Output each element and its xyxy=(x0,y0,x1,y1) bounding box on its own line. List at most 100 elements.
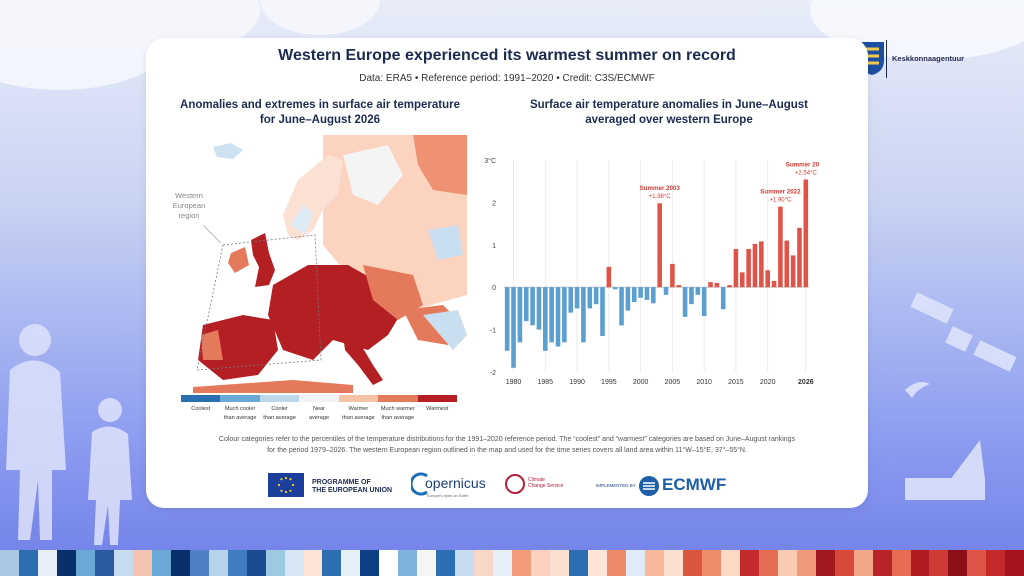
legend-label: Warmest xyxy=(418,402,457,422)
legend-label: Much cooler than average xyxy=(220,402,259,422)
chart-title-line1: Surface air temperature anomalies in Jun… xyxy=(529,99,808,111)
x-tick-label: 2020 xyxy=(760,379,776,386)
legend-label-line1: Near xyxy=(312,406,326,412)
stripe xyxy=(56,550,76,576)
stripe xyxy=(379,550,399,576)
map-region-western-europe xyxy=(268,265,403,360)
legend-label-line2: average xyxy=(308,415,330,421)
y-tick-label: -2 xyxy=(490,370,496,377)
stripe xyxy=(189,550,209,576)
stripe xyxy=(18,550,38,576)
legend-swatch xyxy=(259,395,300,402)
stripe xyxy=(474,550,494,576)
bar xyxy=(784,240,790,288)
legend-label-line1: Much warmer xyxy=(380,406,415,412)
stripe xyxy=(208,550,228,576)
bar xyxy=(581,287,586,343)
x-tick-label: 1980 xyxy=(506,379,522,386)
satellite-silhouette xyxy=(910,292,1017,372)
chart-panel-title: Surface air temperature anomalies in Jun… xyxy=(484,98,854,128)
bar xyxy=(708,282,713,288)
bar xyxy=(790,255,796,288)
legend-color-bar xyxy=(181,395,457,402)
stripe xyxy=(872,550,892,576)
c3s-logo: Climate Change Service xyxy=(504,473,564,500)
copernicus-tag: Europe's eyes on Earth xyxy=(427,493,469,498)
bar xyxy=(555,287,561,347)
stripe xyxy=(948,550,968,576)
bar xyxy=(612,287,618,290)
stripe xyxy=(113,550,133,576)
bar xyxy=(663,287,669,295)
annotation-title: Summer 2026 xyxy=(786,162,819,169)
stripe xyxy=(493,550,513,576)
legend-label-line1: Much cooler xyxy=(224,406,256,412)
bar xyxy=(568,287,574,313)
legend-label-line1: Warmest xyxy=(426,406,449,412)
bar xyxy=(530,287,535,326)
stripe xyxy=(322,550,342,576)
legend-swatch xyxy=(417,395,457,402)
stripe xyxy=(796,550,816,576)
stripe xyxy=(1005,550,1024,576)
annotation-title: Summer 2003 xyxy=(640,185,681,192)
bar xyxy=(651,287,656,304)
stripe xyxy=(246,550,266,576)
stripe xyxy=(569,550,589,576)
stripe xyxy=(853,550,873,576)
stripe xyxy=(967,550,987,576)
bar xyxy=(549,287,554,343)
legend-swatch xyxy=(181,395,221,402)
map-region-ireland xyxy=(228,247,249,273)
legend-label-line2 xyxy=(418,413,457,415)
map-region-iceland xyxy=(213,143,243,159)
stripe xyxy=(341,550,361,576)
bar xyxy=(771,280,777,288)
stripe xyxy=(777,550,797,576)
stripe xyxy=(701,550,721,576)
stripe xyxy=(550,550,570,576)
bar xyxy=(670,263,675,288)
bar xyxy=(606,266,612,288)
c3s-line1: Climate xyxy=(528,477,545,483)
region-label-pointer xyxy=(202,224,222,244)
annotation-title: Summer 2022 xyxy=(760,189,801,196)
bar xyxy=(727,285,732,288)
map-region-scandinavia-east xyxy=(343,145,403,205)
annotation-value: +1.90°C xyxy=(769,198,792,204)
anomaly-bar-chart: 3°C 2 1 0 -1 -2 1980 1985 1990 1995 2000 2005 2010 20… xyxy=(474,150,826,400)
bar xyxy=(600,287,605,336)
x-tick-label: 2026 xyxy=(798,379,814,386)
agency-logo: Keskkonnaagentuur xyxy=(858,40,998,80)
bar xyxy=(638,287,643,298)
map-region-north-africa xyxy=(193,380,353,393)
legend-label-line1: Coolest xyxy=(191,406,211,412)
legend-labels: Coolest Much cooler than average Cooler than… xyxy=(181,402,457,422)
family-silhouette xyxy=(6,324,132,545)
region-label-line2: European xyxy=(172,201,206,210)
stripe xyxy=(455,550,475,576)
bar xyxy=(797,227,802,288)
map-canvas xyxy=(173,135,467,393)
stripe xyxy=(132,550,152,576)
stripe xyxy=(607,550,626,576)
legend-label-line1: Cooler xyxy=(271,406,288,412)
y-tick-label: 2 xyxy=(492,200,496,207)
europe-anomaly-map: Western European region xyxy=(173,135,467,393)
bar xyxy=(746,249,751,288)
legend-label-line2: than average xyxy=(381,415,415,421)
stripe xyxy=(284,550,304,576)
bar xyxy=(593,287,599,305)
map-region-portugal xyxy=(201,330,223,360)
stripe xyxy=(815,550,835,576)
stripe xyxy=(265,550,285,576)
region-label-line3: region xyxy=(178,211,200,220)
stripe xyxy=(398,550,418,576)
stripe xyxy=(834,550,854,576)
stripe xyxy=(94,550,114,576)
ecmwf-symbol-icon xyxy=(639,476,659,496)
bar xyxy=(720,287,726,310)
map-region-central-east xyxy=(363,265,423,320)
stripe xyxy=(417,550,437,576)
bar xyxy=(504,287,510,351)
